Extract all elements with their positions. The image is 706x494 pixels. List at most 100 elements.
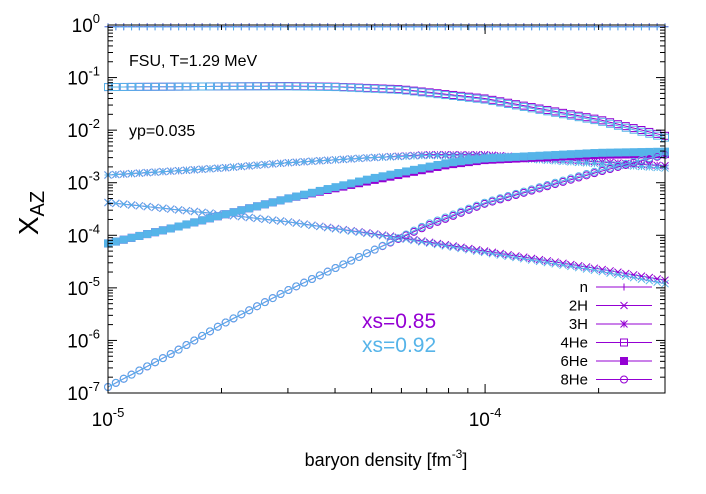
legend-marker	[620, 338, 628, 347]
series-2h-set2-point	[166, 205, 175, 213]
series-3h-set2-point	[159, 167, 167, 176]
series-2h-set2-point	[480, 248, 489, 257]
series-3h-set2-point	[206, 164, 214, 173]
series-4he-set2-point	[245, 82, 254, 91]
series-8he-set2-point	[198, 331, 207, 340]
series-n-set2-point	[167, 23, 175, 31]
series-4he-set2-point	[504, 99, 513, 108]
series-8he-set2-point	[221, 318, 230, 327]
series-8he-set2-point	[629, 157, 638, 166]
series-3h-set2-point	[417, 151, 426, 160]
legend-item-3h: 3H	[569, 316, 652, 333]
series-3h-set2-point	[253, 161, 261, 170]
y-tick-exponent: 0	[93, 11, 100, 26]
series-2h-set2-point	[300, 220, 308, 229]
series-n-set2-point	[347, 23, 355, 31]
series-6he-set2-point	[566, 150, 575, 159]
series-2h-set2-point	[135, 201, 144, 210]
series-4he-set2-point	[559, 110, 568, 119]
series-n-set2-point	[159, 23, 167, 31]
series-n-set2-point	[402, 23, 410, 31]
y-tick-label: 10-5	[67, 274, 100, 300]
series-4he-set2-point	[229, 82, 238, 91]
series-n-set2-point	[269, 23, 277, 31]
series-6he-set2-point	[323, 185, 332, 194]
series-n-set2-point	[457, 23, 465, 31]
x-axis-label: baryon density [fm-3]	[305, 447, 468, 470]
series-n-set2-point	[418, 23, 426, 31]
series-3h-set2-point	[261, 160, 269, 169]
series-n-set2-point	[292, 23, 300, 31]
series-8he-set2	[104, 150, 669, 392]
series-n-set2-point	[583, 23, 591, 31]
series-n-set2-point	[598, 23, 606, 31]
series-3h-set2-point	[284, 158, 293, 167]
legend-label: 2H	[569, 298, 588, 315]
series-n-set2-point	[481, 23, 489, 31]
series-4he-set2-point	[519, 102, 528, 111]
series-n-set2	[104, 23, 669, 31]
series-8he-set2-point	[496, 194, 505, 203]
series-4he-set2-point	[402, 86, 411, 95]
series-2h-set2-point	[355, 228, 363, 237]
series-4he-set2-point	[480, 95, 489, 104]
series-n-set2-point	[371, 23, 379, 31]
series-6he-set2-point	[425, 162, 434, 171]
series-6he-set2-point	[417, 164, 426, 173]
series-2h-set2-point	[567, 262, 575, 271]
x-tick-exponent: -4	[490, 405, 502, 420]
series-n-set2-point	[441, 23, 449, 31]
series-4he-set2-point	[253, 82, 262, 91]
series-4he-set2-point	[606, 119, 615, 128]
series-8he-set2-point	[480, 198, 489, 207]
series-6he-set2-point	[300, 190, 309, 199]
series-6he-set2-point	[182, 220, 191, 229]
series-n-set2-point	[622, 23, 630, 31]
series-3h-set2-point	[355, 154, 363, 163]
series-8he-set2-point	[511, 189, 520, 198]
series-6he-set2-point	[504, 153, 513, 162]
series-3h-set2-point	[449, 151, 458, 160]
series-4he-set2-point	[135, 82, 144, 91]
x-tick-base: 10	[92, 410, 113, 431]
series-6he-set2-point	[653, 147, 662, 156]
series-8he-set2-point	[127, 370, 136, 379]
series-8he-set2-point	[504, 192, 513, 201]
series-4he-set2-point	[339, 83, 348, 92]
series-n-set2-point	[386, 23, 394, 31]
series-6he-set2-point	[394, 169, 403, 178]
series-n-set2-point	[653, 23, 661, 31]
series-8he-set2-point	[464, 204, 473, 213]
x-tick-base: 10	[469, 410, 490, 431]
series-4he-set2-point	[347, 83, 356, 92]
series-3h-set2	[104, 151, 669, 179]
series-4he-set2-point	[394, 85, 403, 94]
series-2h-set2-point	[465, 245, 473, 254]
series-4he-set2-point	[527, 104, 536, 113]
series-2h-set2-point	[410, 236, 418, 245]
series-4he-set2-point	[574, 113, 583, 122]
y-tick-exponent: -5	[88, 274, 100, 289]
series-3h-set2-point	[229, 163, 238, 171]
series-4he-set2-point	[198, 82, 207, 91]
series-6he-set2-point	[496, 153, 505, 162]
series-3h-set2-point	[111, 170, 120, 179]
series-4he-set2-point	[323, 82, 332, 91]
series-8he-set2-point	[143, 362, 152, 371]
series-6he-set2-point	[307, 188, 316, 197]
series-6he-set2-point	[174, 222, 183, 231]
series-2h-set2-point	[457, 244, 465, 253]
series-8he-set2-point	[449, 210, 458, 219]
series-3h-set2-point	[441, 151, 450, 160]
series-n-set2-point	[222, 23, 230, 31]
series-2h-set2-point	[559, 261, 567, 270]
series-4he-set2-point	[464, 93, 473, 102]
series-3h-set2-point	[567, 158, 575, 166]
annotation-proton-fraction: yp=0.035	[129, 123, 195, 140]
series-4he-set2-point	[386, 85, 395, 94]
series-4he-set2-point	[457, 92, 466, 101]
series-6he-set2-point	[386, 170, 395, 179]
series-6he-set2-point	[559, 150, 568, 159]
series-2h-set2-point	[504, 252, 512, 261]
legend-label: 8He	[560, 372, 588, 389]
